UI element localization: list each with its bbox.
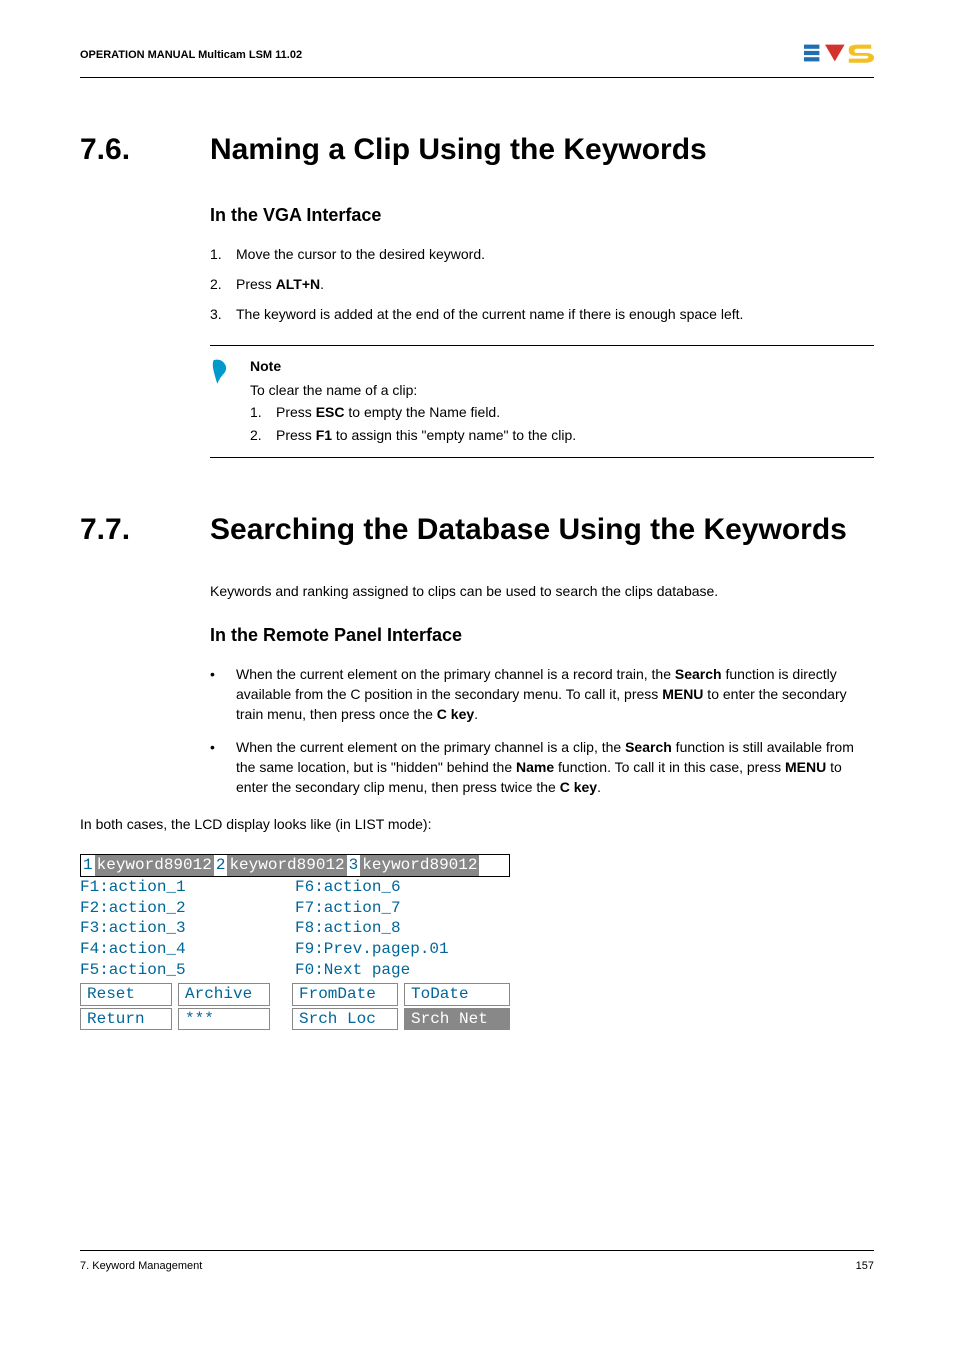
note-box: Note To clear the name of a clip: 1.Pres… <box>210 345 874 458</box>
lcd-action: F4:action_4 <box>80 940 186 958</box>
lcd-action: F5:action_5 <box>80 961 186 979</box>
note-icon <box>210 356 250 447</box>
section-number: 7.6. <box>80 128 210 172</box>
section-title: Searching the Database Using the Keyword… <box>210 508 847 552</box>
lcd-cell: Srch Loc <box>292 1008 398 1031</box>
intro-paragraph: Keywords and ranking assigned to clips c… <box>210 581 874 601</box>
lcd-kw: keyword89012 <box>95 855 214 876</box>
lcd-kw-num: 1 <box>81 855 95 876</box>
lcd-action: F7:action_7 <box>295 899 401 917</box>
note-step-number: 1. <box>250 402 276 422</box>
step-number: 3. <box>210 304 236 324</box>
note-step-text: Press F1 to assign this "empty name" to … <box>276 425 576 445</box>
lcd-action: F3:action_3 <box>80 919 186 937</box>
lcd-cell: Archive <box>178 983 270 1006</box>
note-sublist: 1.Press ESC to empty the Name field. 2.P… <box>250 402 874 445</box>
lcd-cell: ToDate <box>404 983 510 1006</box>
step-number: 2. <box>210 274 236 294</box>
step-text: Press ALT+N. <box>236 274 324 294</box>
bullet-text: When the current element on the primary … <box>236 737 874 798</box>
section-7-7-heading: 7.7. Searching the Database Using the Ke… <box>80 508 874 552</box>
section-title: Naming a Clip Using the Keywords <box>210 128 707 172</box>
lcd-keyword-row: 1keyword890122keyword890123keyword89012 <box>80 854 510 877</box>
subheading-vga: In the VGA Interface <box>210 202 874 228</box>
note-title: Note <box>250 356 874 376</box>
step-text: Move the cursor to the desired keyword. <box>236 244 485 264</box>
header-title: OPERATION MANUAL Multicam LSM 11.02 <box>80 48 302 64</box>
lcd-intro: In both cases, the LCD display looks lik… <box>80 814 874 834</box>
note-step-text: Press ESC to empty the Name field. <box>276 402 500 422</box>
bullet-marker: • <box>210 737 236 798</box>
page-header: OPERATION MANUAL Multicam LSM 11.02 <box>80 40 874 78</box>
lcd-cell: FromDate <box>292 983 398 1006</box>
note-lead: To clear the name of a clip: <box>250 380 874 400</box>
lcd-col-left: F1:action_1 F2:action_2 F3:action_3 F4:a… <box>80 877 295 981</box>
step-number: 1. <box>210 244 236 264</box>
subheading-remote: In the Remote Panel Interface <box>210 622 874 648</box>
lcd-action: F8:action_8 <box>295 919 401 937</box>
lcd-kw: keyword89012 <box>227 855 346 876</box>
lcd-bottom: Reset Archive FromDate ToDate Return ***… <box>80 983 510 1031</box>
section-7-6-heading: 7.6. Naming a Clip Using the Keywords <box>80 128 874 172</box>
bullet-list: •When the current element on the primary… <box>210 664 874 798</box>
lcd-cell: Reset <box>80 983 172 1006</box>
lcd-cell: Srch Net <box>404 1008 510 1031</box>
lcd-kw-num: 2 <box>214 855 228 876</box>
lcd-action: F0:Next page <box>295 961 410 979</box>
note-step-number: 2. <box>250 425 276 445</box>
step-text: The keyword is added at the end of the c… <box>236 304 743 324</box>
lcd-action: F2:action_2 <box>80 899 186 917</box>
lcd-cell: Return <box>80 1008 172 1031</box>
lcd-col-right: F6:action_6 F7:action_7 F8:action_8 F9:P… <box>295 877 510 981</box>
bullet-text: When the current element on the primary … <box>236 664 874 725</box>
lcd-display: 1keyword890122keyword890123keyword89012 … <box>80 854 510 1030</box>
footer-left: 7. Keyword Management <box>80 1259 202 1275</box>
steps-list: 1.Move the cursor to the desired keyword… <box>210 244 874 325</box>
bullet-marker: • <box>210 664 236 725</box>
footer-right: 157 <box>856 1259 874 1275</box>
lcd-kw: keyword89012 <box>360 855 479 876</box>
lcd-action: F9:Prev.pagep.01 <box>295 940 449 958</box>
page-footer: 7. Keyword Management 157 <box>80 1250 874 1275</box>
lcd-bottom-row: Reset Archive FromDate ToDate <box>80 983 510 1006</box>
lcd-cell: *** <box>178 1008 270 1031</box>
evs-logo <box>804 40 874 71</box>
lcd-action: F1:action_1 <box>80 878 186 896</box>
lcd-bottom-row: Return *** Srch Loc Srch Net <box>80 1008 510 1031</box>
lcd-actions: F1:action_1 F2:action_2 F3:action_3 F4:a… <box>80 877 510 981</box>
lcd-kw-num: 3 <box>347 855 361 876</box>
lcd-action: F6:action_6 <box>295 878 401 896</box>
section-number: 7.7. <box>80 508 210 552</box>
